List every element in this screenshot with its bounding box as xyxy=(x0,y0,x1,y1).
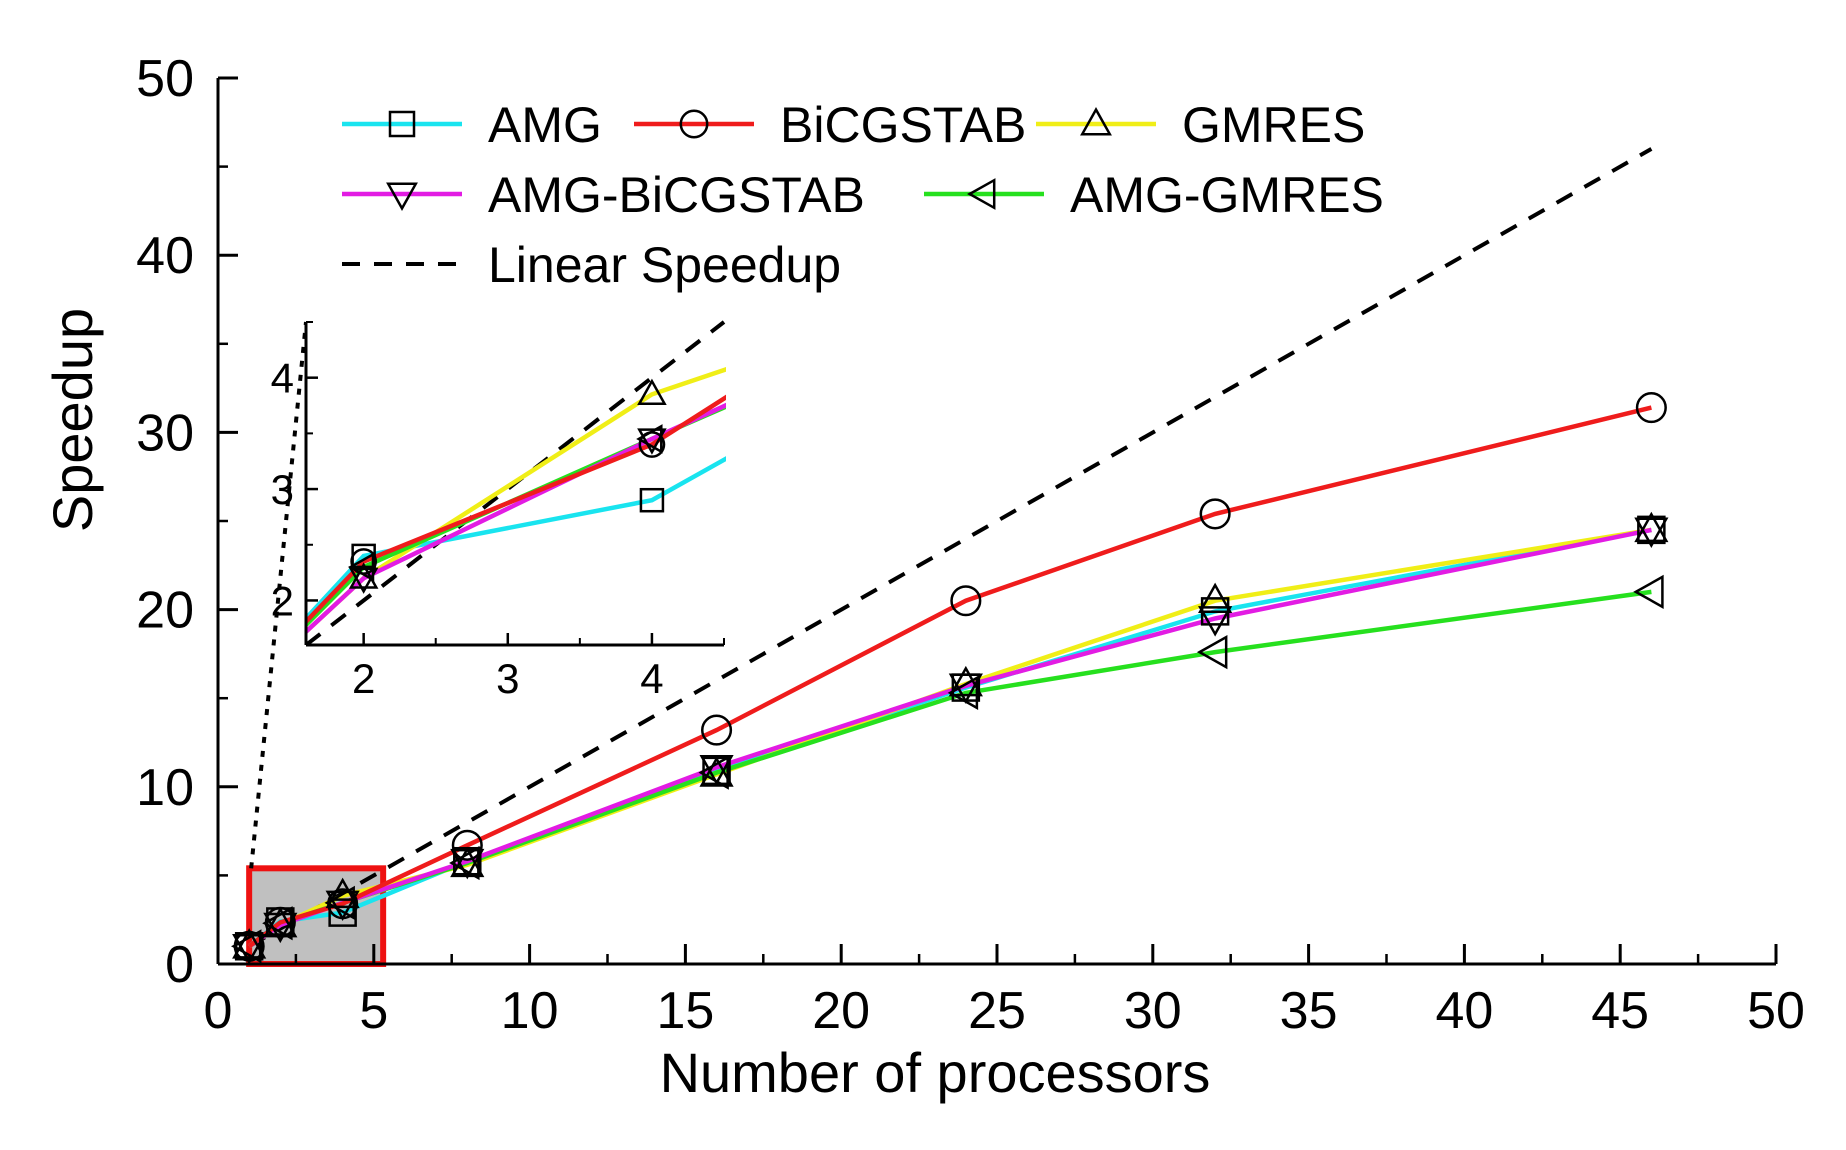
legend-label-amg: AMG xyxy=(488,97,602,153)
data-point-amg-gmres xyxy=(449,845,480,881)
y-tick-label: 20 xyxy=(136,582,194,640)
data-point-amg-gmres xyxy=(1196,635,1228,670)
data-point-amg-bicgstab xyxy=(1634,517,1669,549)
x-tick-label: 25 xyxy=(968,982,1026,1040)
inset-x-tick-label: 3 xyxy=(496,655,519,702)
legend-label-amg-gmres: AMG-GMRES xyxy=(1070,167,1384,223)
legend-marker-amg-bicgstab xyxy=(386,182,418,211)
x-tick-label: 35 xyxy=(1280,982,1338,1040)
data-point-gmres xyxy=(325,877,360,909)
inset-data-point-gmres xyxy=(348,562,379,589)
inset-data-point-amg-gmres xyxy=(636,424,663,454)
data-point-bicgstab xyxy=(950,585,982,617)
inset-data-point-gmres xyxy=(637,378,667,405)
data-point-amg-gmres xyxy=(231,929,262,964)
y-tick-label: 40 xyxy=(136,227,194,285)
data-point-amg-bicgstab xyxy=(325,890,360,922)
x-tick-label: 45 xyxy=(1591,982,1649,1040)
data-point-amg-gmres xyxy=(698,755,729,790)
data-point-amg-bicgstab xyxy=(450,848,485,880)
legend-label-gmres: GMRES xyxy=(1182,97,1365,153)
inset-data-point-amg-gmres xyxy=(347,552,375,582)
y-tick-label: 50 xyxy=(136,50,194,108)
inset-data-point-amg-bicgstab xyxy=(348,567,379,594)
inset-series-line-amg-bicgstab xyxy=(306,402,726,635)
x-tick-label: 40 xyxy=(1435,982,1493,1040)
data-point-gmres xyxy=(232,928,267,959)
data-point-amg-gmres xyxy=(262,906,293,941)
inset-series-line-bicgstab xyxy=(306,394,726,625)
data-point-gmres xyxy=(948,665,983,697)
legend-label-amg-bicgstab: AMG-BiCGSTAB xyxy=(488,167,865,223)
data-point-bicgstab xyxy=(1635,392,1667,424)
x-tick-label: 30 xyxy=(1124,982,1182,1040)
legend-label-bicgstab: BiCGSTAB xyxy=(780,97,1026,153)
inset-x-tick-label: 2 xyxy=(352,655,375,702)
x-tick-label: 10 xyxy=(501,982,559,1040)
x-tick-label: 50 xyxy=(1747,982,1805,1040)
inset-data-point-amg xyxy=(639,487,665,513)
legend-marker-amg xyxy=(388,110,416,138)
x-tick-label: 20 xyxy=(812,982,870,1040)
x-tick-label: 15 xyxy=(656,982,714,1040)
x-tick-label: 0 xyxy=(204,982,233,1040)
data-point-amg-bicgstab xyxy=(232,933,267,965)
legend-marker-gmres xyxy=(1080,107,1112,136)
data-point-amg xyxy=(1637,515,1666,545)
data-point-amg-gmres xyxy=(324,885,355,920)
y-axis-title: Speedup xyxy=(41,308,104,532)
inset-series-line-amg-gmres xyxy=(306,404,726,629)
x-axis-title: Number of processors xyxy=(660,1041,1211,1104)
legend-label-linear-speedup: Linear Speedup xyxy=(488,237,841,293)
x-tick-label: 5 xyxy=(359,982,388,1040)
legend-marker-amg-gmres xyxy=(967,178,996,210)
y-tick-label: 10 xyxy=(136,759,194,817)
inset-y-tick-label: 4 xyxy=(271,355,294,402)
y-tick-label: 30 xyxy=(136,404,194,462)
series-line-linear-speedup xyxy=(248,147,1653,949)
legend-marker-bicgstab xyxy=(679,109,709,139)
data-point-amg-bicgstab xyxy=(699,755,734,786)
data-point-amg-bicgstab xyxy=(1198,606,1233,637)
inset-plot-group xyxy=(306,320,726,645)
inset-x-tick-label: 4 xyxy=(640,655,663,702)
inset-y-tick-label: 2 xyxy=(271,577,294,624)
data-point-amg xyxy=(234,932,264,961)
data-point-bicgstab xyxy=(1199,498,1231,530)
data-point-gmres xyxy=(263,906,298,938)
data-point-gmres xyxy=(1634,511,1669,543)
y-tick-label: 0 xyxy=(165,936,194,994)
inset-y-tick-label: 3 xyxy=(271,466,294,513)
data-point-amg-gmres xyxy=(1633,574,1664,609)
data-point-amg xyxy=(328,898,357,927)
data-point-bicgstab xyxy=(451,829,483,861)
data-point-amg-gmres xyxy=(947,675,979,710)
data-point-bicgstab xyxy=(701,714,733,746)
inset-data-point-amg-bicgstab xyxy=(637,428,667,455)
data-point-gmres xyxy=(1198,582,1233,614)
